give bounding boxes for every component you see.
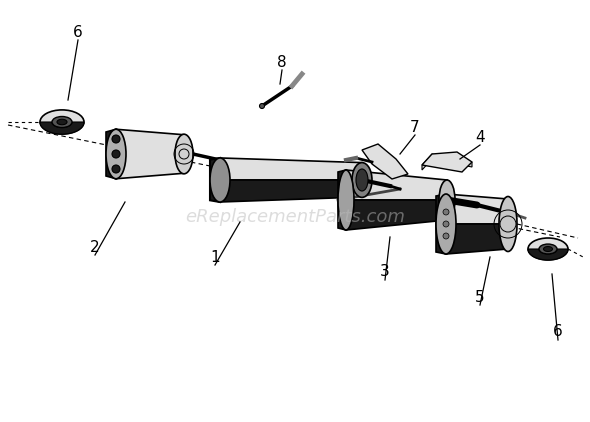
Ellipse shape [543, 246, 552, 252]
Ellipse shape [499, 197, 517, 252]
Ellipse shape [338, 170, 354, 230]
Ellipse shape [436, 194, 456, 254]
Ellipse shape [352, 162, 372, 197]
Ellipse shape [40, 110, 84, 134]
Circle shape [443, 233, 449, 239]
Polygon shape [528, 249, 568, 260]
Ellipse shape [52, 116, 72, 127]
Polygon shape [422, 154, 472, 170]
Polygon shape [346, 200, 447, 230]
Text: 6: 6 [553, 325, 563, 340]
Text: 4: 4 [475, 130, 485, 144]
Text: 5: 5 [475, 289, 485, 305]
Text: 3: 3 [380, 265, 390, 279]
Circle shape [443, 221, 449, 227]
Circle shape [443, 209, 449, 215]
Ellipse shape [57, 119, 67, 125]
Ellipse shape [175, 134, 193, 174]
Polygon shape [436, 194, 446, 254]
Polygon shape [362, 144, 408, 179]
Circle shape [112, 150, 120, 158]
Ellipse shape [528, 238, 568, 260]
Polygon shape [338, 170, 346, 230]
Text: 8: 8 [277, 54, 287, 70]
Ellipse shape [439, 180, 455, 220]
Text: 1: 1 [210, 249, 220, 265]
Polygon shape [422, 152, 472, 172]
Polygon shape [446, 194, 508, 224]
Polygon shape [346, 170, 447, 200]
Ellipse shape [539, 244, 557, 254]
Circle shape [112, 165, 120, 173]
Circle shape [260, 103, 264, 108]
Text: 6: 6 [73, 24, 83, 40]
Polygon shape [220, 158, 362, 180]
Text: 2: 2 [90, 240, 100, 254]
Text: 7: 7 [410, 119, 420, 135]
Polygon shape [220, 180, 362, 202]
Polygon shape [116, 129, 184, 179]
Ellipse shape [210, 158, 230, 202]
Ellipse shape [106, 129, 126, 179]
Polygon shape [40, 122, 84, 134]
Circle shape [112, 135, 120, 143]
Ellipse shape [356, 169, 368, 191]
Polygon shape [106, 129, 116, 179]
Polygon shape [210, 158, 220, 202]
Polygon shape [446, 224, 508, 254]
Text: eReplacementParts.com: eReplacementParts.com [185, 208, 405, 226]
